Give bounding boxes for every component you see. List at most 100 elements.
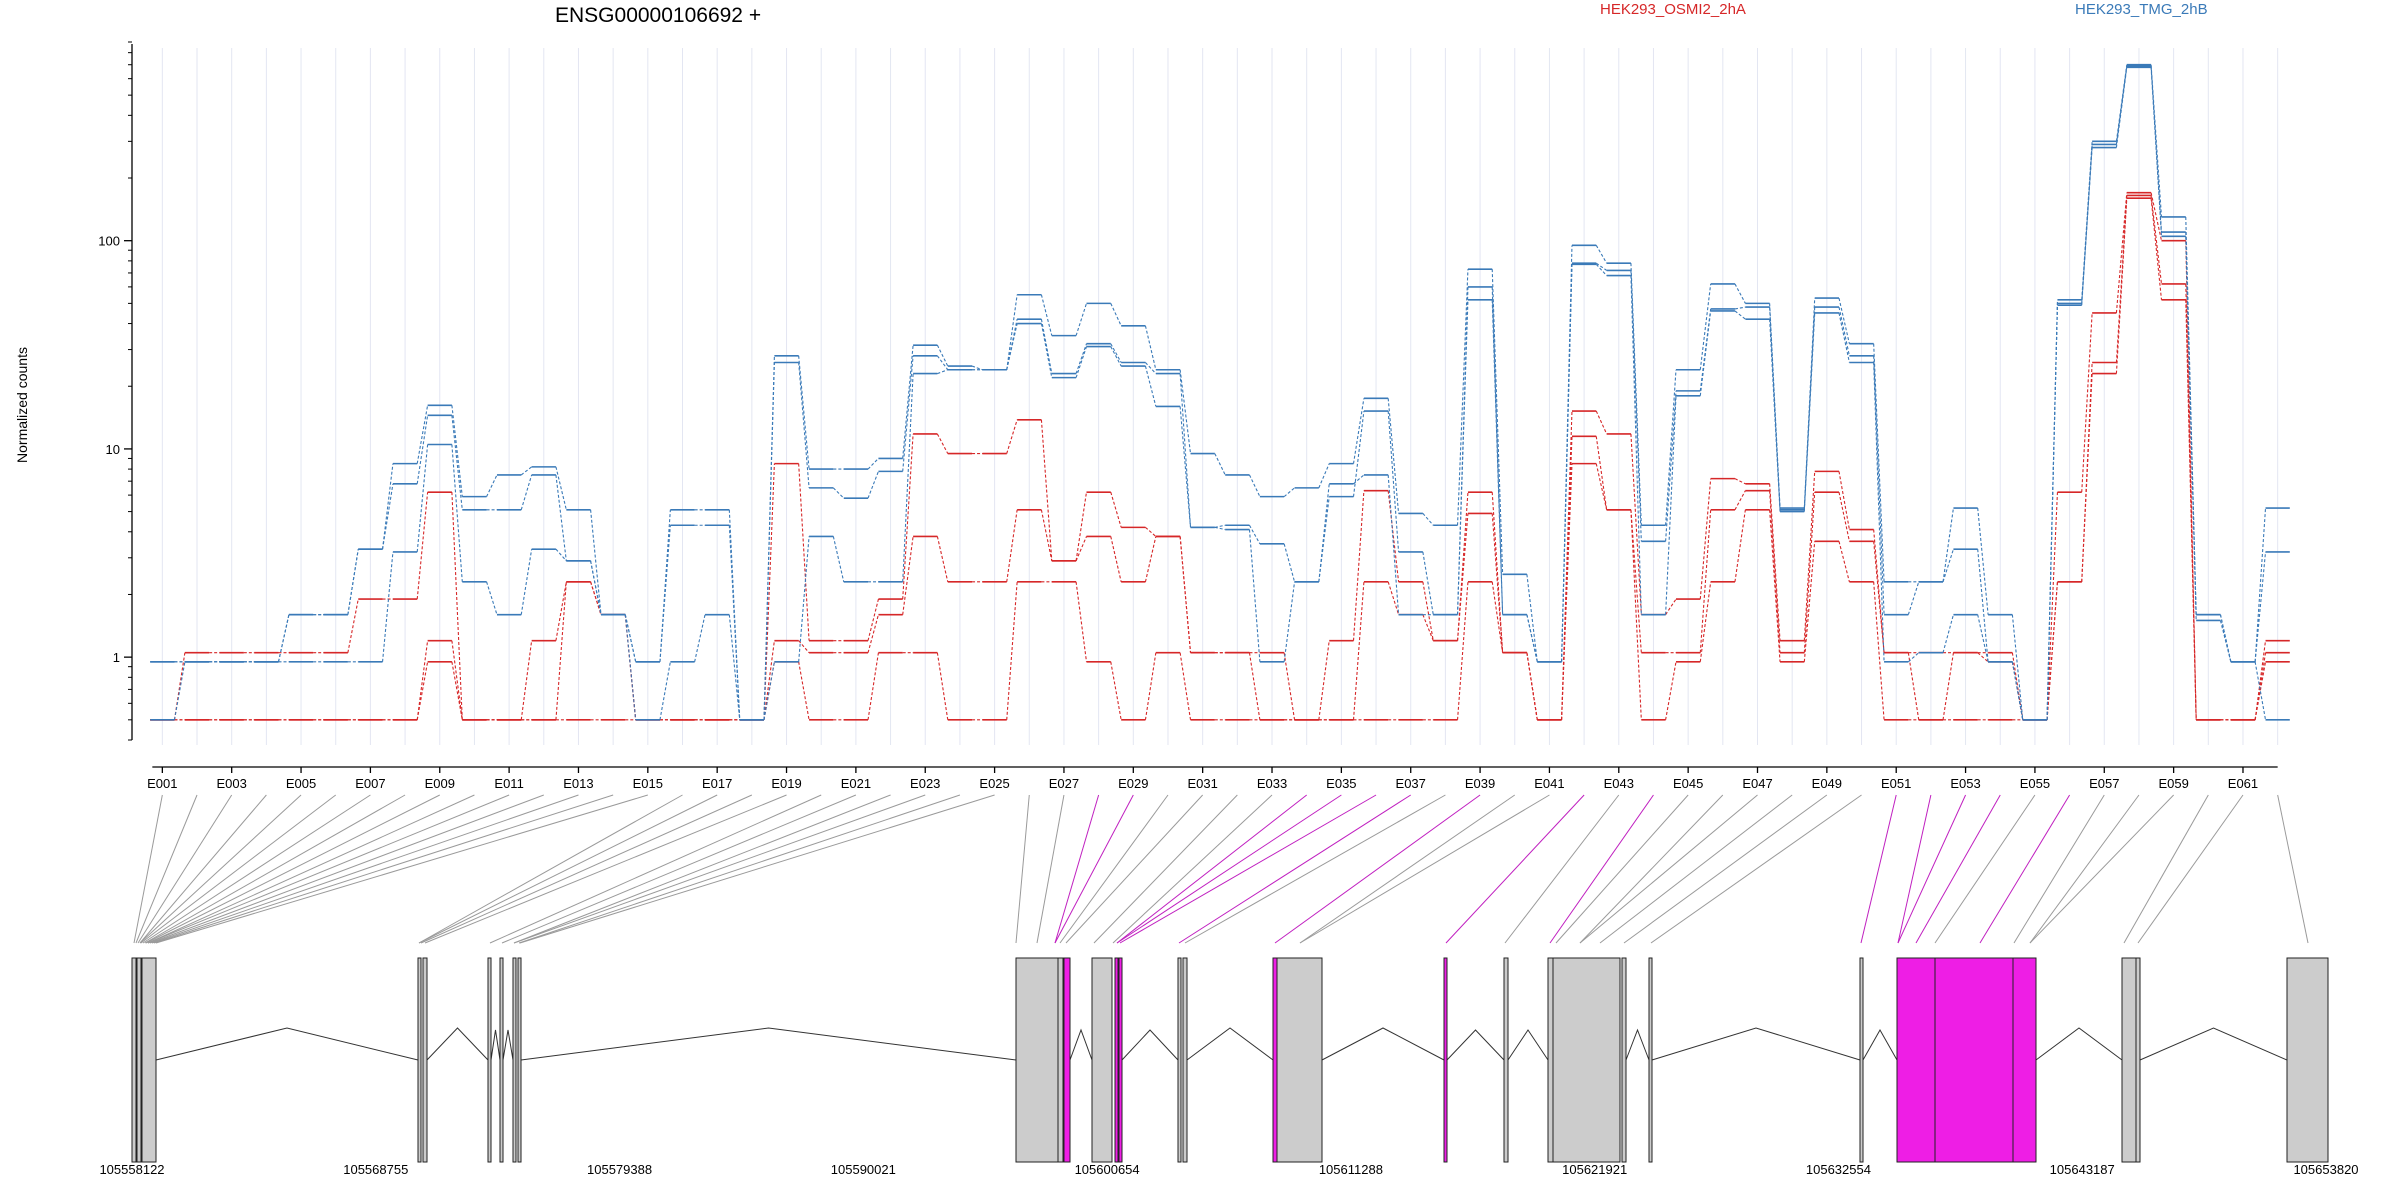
series-line xyxy=(2081,147,2093,306)
series-line xyxy=(1561,264,1573,662)
series-line xyxy=(520,474,533,510)
exon-block xyxy=(2121,957,2137,1163)
series-line xyxy=(1110,346,1122,367)
exon-link xyxy=(418,794,718,944)
series-line xyxy=(1144,325,1157,370)
series-line xyxy=(1873,355,1885,615)
series-line xyxy=(1595,410,1608,435)
exon-link xyxy=(1299,794,1550,944)
intron-line xyxy=(1651,1027,1861,1061)
series-line xyxy=(1630,509,1642,720)
series-line xyxy=(867,598,879,641)
series-line xyxy=(763,661,775,720)
series-HEK293_TMG_2hB xyxy=(150,66,2290,721)
series-line xyxy=(1144,652,1157,720)
exon-block xyxy=(1114,957,1119,1163)
series-line xyxy=(451,415,463,510)
series-line xyxy=(1526,614,1538,662)
exon-link xyxy=(2013,794,2105,944)
exon-link xyxy=(145,794,440,944)
exon-link xyxy=(420,794,753,944)
series-line xyxy=(1110,343,1122,363)
series-line xyxy=(1803,471,1816,641)
series-line xyxy=(902,345,914,459)
series-line xyxy=(728,525,741,720)
x-tick-label: E037 xyxy=(1396,776,1426,791)
x-tick-label: E001 xyxy=(147,776,177,791)
series-line xyxy=(416,661,429,720)
series-line xyxy=(936,355,949,371)
coordinate-label: 105653820 xyxy=(2293,1162,2358,1177)
exon-link xyxy=(1934,794,2036,944)
exon-link xyxy=(418,794,683,944)
series-line xyxy=(1838,306,1850,356)
series-line xyxy=(486,581,498,615)
series-line xyxy=(381,463,394,550)
series-line xyxy=(1699,478,1712,600)
series-line xyxy=(1838,471,1850,530)
series-line xyxy=(1352,398,1365,464)
series-line xyxy=(1283,543,1296,582)
x-tick-label: E017 xyxy=(702,776,732,791)
coordinate-label: 105600654 xyxy=(1075,1162,1140,1177)
series-line xyxy=(937,369,948,375)
x-tick-label: E005 xyxy=(286,776,316,791)
exon-link xyxy=(519,794,995,944)
series-line xyxy=(1387,490,1400,582)
series-line xyxy=(1387,398,1400,514)
coordinate-label: 105568755 xyxy=(343,1162,408,1177)
series-line xyxy=(1665,661,1677,720)
series-HEK293_TMG_2hB xyxy=(150,63,2290,721)
series-line xyxy=(381,483,394,550)
series-line xyxy=(971,365,983,371)
series-line xyxy=(936,536,949,582)
exon-link xyxy=(1184,794,1446,944)
series-line xyxy=(1283,581,1296,662)
series-line xyxy=(2115,198,2128,374)
series-line xyxy=(1318,483,1330,582)
series-line xyxy=(1214,453,1226,476)
exon-block xyxy=(2012,957,2037,1163)
series-line xyxy=(2185,299,2197,720)
exon-link xyxy=(1299,794,1516,944)
x-tick-label: E009 xyxy=(425,776,455,791)
series-line xyxy=(1075,492,1088,561)
exon-block xyxy=(422,957,428,1163)
series-line xyxy=(1907,581,1920,615)
series-line xyxy=(1248,524,1261,545)
series-line xyxy=(1352,581,1365,720)
series-line xyxy=(1873,541,1885,653)
exon-link xyxy=(1504,794,1620,944)
series-line xyxy=(1006,323,1018,370)
series-HEK293_OSMI2_2hA xyxy=(150,191,2290,721)
series-line xyxy=(451,640,463,720)
exon-block xyxy=(1118,957,1123,1163)
exon-link xyxy=(144,794,406,944)
exon-link xyxy=(1065,794,1204,944)
coordinate-label: 105611288 xyxy=(1319,1162,1383,1177)
series-line xyxy=(624,614,637,662)
series-line xyxy=(277,614,290,662)
exon-block xyxy=(1547,957,1554,1163)
series-line xyxy=(1214,526,1226,531)
series-line xyxy=(1110,303,1122,327)
series-line xyxy=(2150,198,2163,300)
exon-link xyxy=(139,794,267,944)
intron-line xyxy=(155,1027,419,1061)
x-tick-label: E013 xyxy=(563,776,593,791)
series-line xyxy=(763,640,775,720)
series-line xyxy=(1838,541,1850,582)
series-line xyxy=(728,614,741,720)
exon-link xyxy=(1549,794,1654,944)
exon-link xyxy=(1579,794,1758,944)
series-line xyxy=(2254,551,2267,662)
exon-block xyxy=(1443,957,1448,1163)
intron-line xyxy=(490,1029,501,1061)
exon-link xyxy=(155,794,648,944)
intron-line xyxy=(1862,1028,1898,1061)
x-tick-label: E041 xyxy=(1534,776,1564,791)
series-line xyxy=(1248,652,1261,720)
series-line xyxy=(1145,526,1157,537)
series-line xyxy=(1283,487,1295,498)
intron-line xyxy=(2035,1027,2123,1061)
